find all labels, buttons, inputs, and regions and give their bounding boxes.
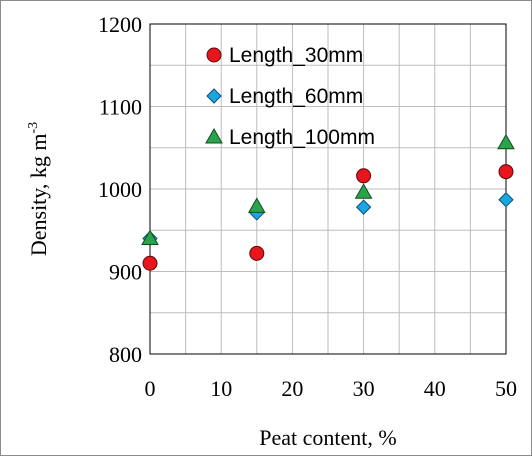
data-points bbox=[141, 133, 515, 271]
data-point-diamond bbox=[355, 199, 372, 215]
data-point-triangle bbox=[354, 183, 373, 199]
data-point-circle bbox=[498, 164, 514, 180]
series-length-30mm bbox=[142, 164, 514, 271]
y-tick-label: 1100 bbox=[99, 95, 142, 120]
legend-marker-triangle bbox=[205, 127, 223, 144]
x-tick-label: 20 bbox=[281, 376, 303, 401]
legend-label: Length_60mm bbox=[229, 85, 363, 108]
y-axis-label: Density, kg m-3 bbox=[26, 122, 51, 256]
legend-marker-diamond bbox=[206, 88, 222, 104]
data-point-circle bbox=[142, 255, 158, 271]
y-tick-label: 800 bbox=[109, 342, 142, 367]
data-point-triangle bbox=[141, 229, 159, 245]
legend-marker-circle bbox=[206, 47, 222, 63]
data-point-diamond bbox=[498, 192, 514, 208]
data-point-circle bbox=[249, 245, 265, 261]
legend-item: Length_60mm bbox=[206, 85, 363, 108]
legend: Length_30mm Length_60mm Length_100mm bbox=[205, 44, 375, 149]
y-axis-label-main: Density, kg m bbox=[26, 134, 51, 257]
series-length-100mm bbox=[141, 133, 515, 245]
legend-item: Length_30mm bbox=[206, 44, 363, 67]
legend-label: Length_30mm bbox=[229, 44, 363, 67]
data-point-triangle bbox=[247, 197, 266, 213]
x-axis-label: Peat content, % bbox=[259, 425, 396, 450]
x-tick-label: 50 bbox=[495, 376, 517, 401]
plot-area-frame bbox=[149, 23, 507, 355]
y-axis-label-superscript: -3 bbox=[26, 122, 41, 134]
data-point-triangle bbox=[497, 133, 515, 150]
x-tick-label: 30 bbox=[353, 376, 375, 401]
legend-item: Length_100mm bbox=[205, 126, 375, 149]
x-tick-label: 0 bbox=[145, 376, 156, 401]
y-tick-label: 1000 bbox=[98, 177, 142, 202]
x-tick-label: 10 bbox=[210, 376, 232, 401]
y-tick-label: 1200 bbox=[98, 12, 142, 37]
legend-label: Length_100mm bbox=[229, 126, 375, 149]
x-tick-label: 40 bbox=[424, 376, 446, 401]
axis-ticks: 800 900 1000 1100 1200 0 10 20 30 40 50 bbox=[98, 12, 517, 401]
data-point-circle bbox=[356, 168, 372, 184]
y-tick-label: 900 bbox=[109, 260, 142, 285]
